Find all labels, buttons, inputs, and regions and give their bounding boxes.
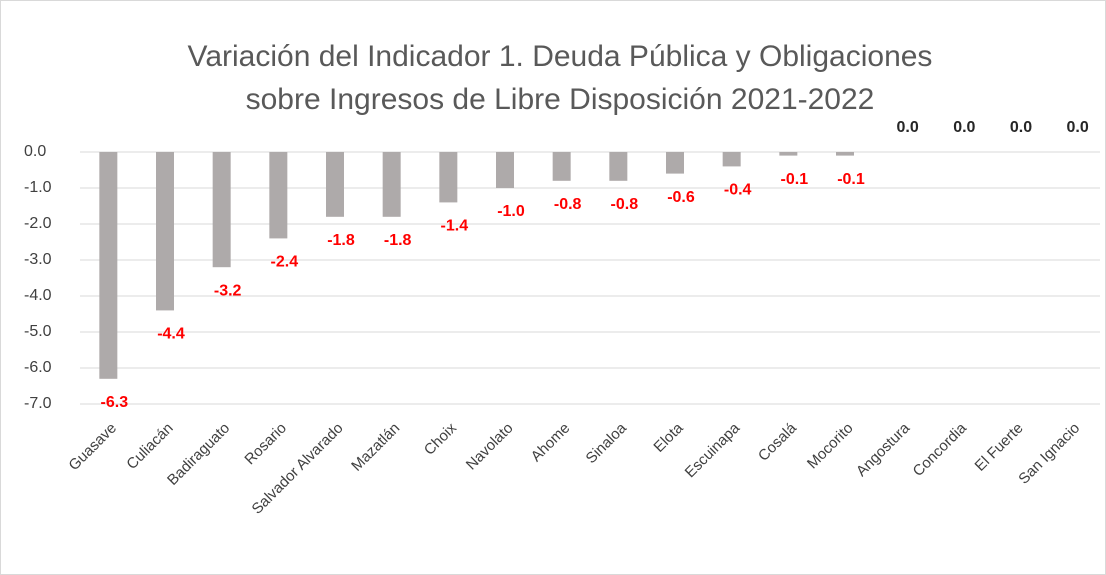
- bar: [666, 152, 684, 174]
- bar: [212, 152, 231, 268]
- chart-title: sobre Ingresos de Libre Disposición 2021…: [246, 83, 875, 116]
- value-label: 0.0: [1067, 119, 1089, 136]
- value-label: -0.6: [667, 189, 695, 206]
- value-label: -6.3: [101, 394, 129, 411]
- bar: [779, 152, 798, 156]
- value-label: -0.1: [837, 171, 865, 188]
- value-label: -0.8: [611, 196, 639, 213]
- y-tick-label: -3.0: [24, 251, 52, 268]
- bar: [836, 152, 854, 156]
- bar: [326, 152, 344, 217]
- y-tick-label: -2.0: [24, 215, 52, 232]
- value-label: -3.2: [214, 282, 242, 299]
- bar: [99, 152, 118, 379]
- bar: [609, 152, 628, 181]
- value-label: -0.1: [781, 171, 809, 188]
- value-label: -1.4: [441, 218, 469, 235]
- bar: [156, 152, 174, 311]
- value-label: -1.8: [384, 232, 412, 249]
- value-label: -2.4: [271, 254, 299, 271]
- bar: [552, 152, 571, 181]
- y-tick-label: -6.0: [24, 359, 52, 376]
- value-label: -0.4: [724, 182, 752, 199]
- bar: [439, 152, 458, 203]
- chart-title: Variación del Indicador 1. Deuda Pública…: [188, 40, 933, 73]
- y-tick-label: -1.0: [24, 179, 52, 196]
- y-tick-label: -5.0: [24, 323, 52, 340]
- bar: [382, 152, 401, 217]
- bar: [722, 152, 741, 167]
- y-tick-label: -7.0: [24, 395, 52, 412]
- value-label: -0.8: [554, 196, 582, 213]
- value-label: 0.0: [1010, 119, 1032, 136]
- value-label: -4.4: [157, 326, 185, 343]
- value-label: -1.0: [497, 203, 525, 220]
- bar: [496, 152, 514, 188]
- value-label: 0.0: [953, 119, 975, 136]
- y-tick-label: -4.0: [24, 287, 52, 304]
- bar: [269, 152, 288, 239]
- y-tick-label: 0.0: [24, 143, 46, 160]
- value-label: 0.0: [897, 119, 919, 136]
- value-label: -1.8: [327, 232, 355, 249]
